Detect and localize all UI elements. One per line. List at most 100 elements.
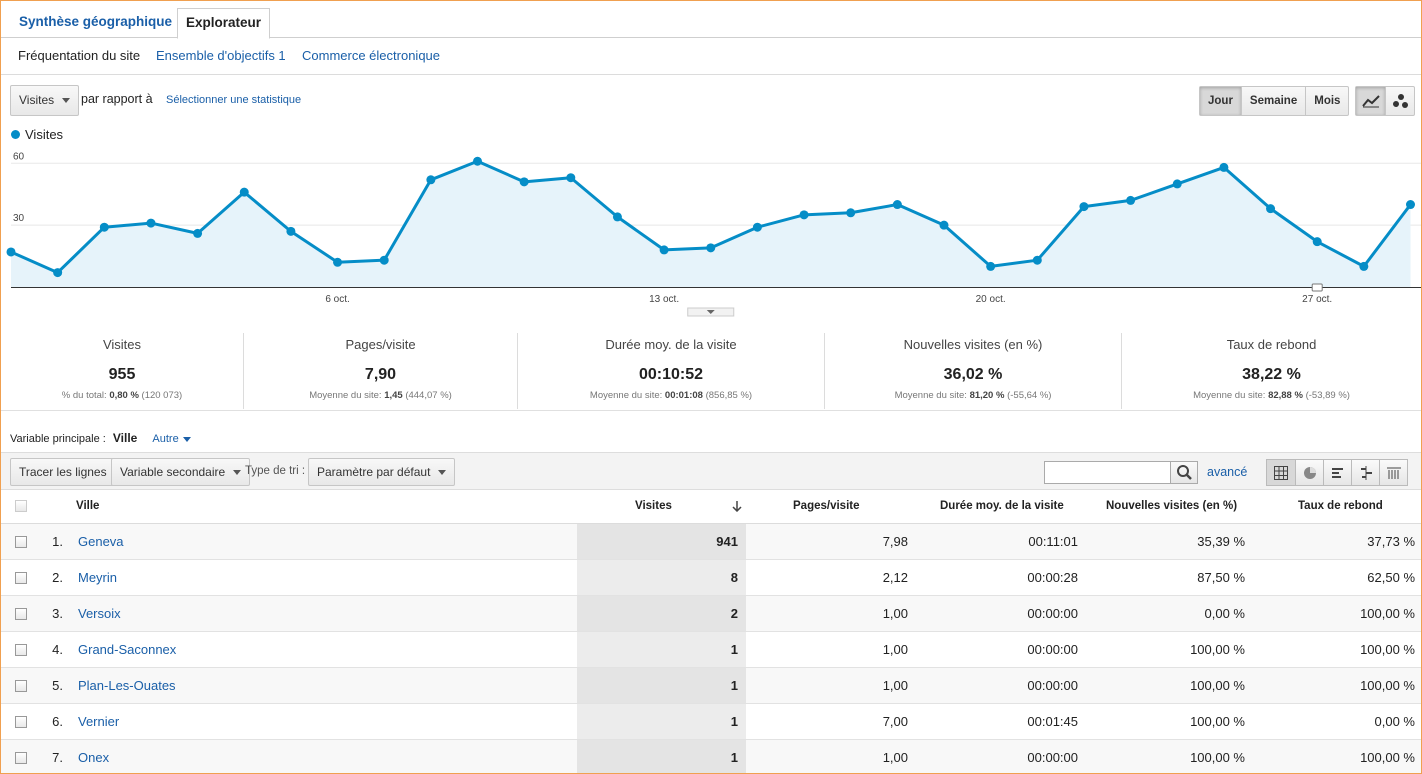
tab-geo-summary[interactable]: Synthèse géographique xyxy=(19,14,173,29)
subnav-ecommerce[interactable]: Commerce électronique xyxy=(302,48,441,63)
city-link[interactable]: Plan-Les-Ouates xyxy=(78,677,176,693)
data-point xyxy=(146,218,156,228)
scorecard-value: 7,90 xyxy=(364,366,397,383)
cell-visits: 1 xyxy=(577,631,746,668)
scorecard-subtext: % du total: 0,80 % (120 073) xyxy=(61,390,183,401)
search-icon xyxy=(1177,465,1192,480)
row-index: 5. xyxy=(41,667,69,704)
search-button[interactable] xyxy=(1171,461,1198,484)
period-day-button[interactable]: Jour xyxy=(1200,87,1241,115)
city-link[interactable]: Grand-Saconnex xyxy=(78,641,177,657)
checkbox-icon xyxy=(15,644,27,657)
data-point xyxy=(706,243,716,253)
sort-type-select[interactable]: Paramètre par défaut xyxy=(308,458,456,486)
col-header-new-visits[interactable]: Nouvelles visites (en %) xyxy=(1086,490,1253,524)
data-point xyxy=(566,173,576,183)
city-link[interactable]: Vernier xyxy=(78,713,120,729)
row-index: 2. xyxy=(41,559,69,596)
tab-explorer[interactable]: Explorateur xyxy=(177,8,271,39)
data-table-view-button[interactable] xyxy=(1267,460,1295,485)
motion-chart-button[interactable] xyxy=(1385,87,1414,115)
chart-type-selector xyxy=(1355,86,1415,116)
data-point xyxy=(473,156,482,166)
cell-visits: 1 xyxy=(577,667,746,704)
comparison-view-button[interactable] xyxy=(1351,460,1379,485)
cell-bounce-rate: 0,00 % xyxy=(1253,703,1421,740)
row-checkbox[interactable] xyxy=(1,559,41,596)
line-chart-button[interactable] xyxy=(1356,87,1385,115)
city-link[interactable]: Geneva xyxy=(78,533,124,549)
col-header-avg-duration[interactable]: Durée moy. de la visite xyxy=(916,490,1086,524)
y-tick-label: 30 xyxy=(13,213,25,224)
scorecard-subtext: Moyenne du site: 81,20 % (-55,64 %) xyxy=(894,390,1052,401)
table-search-input[interactable] xyxy=(1044,461,1171,484)
chevron-down-icon xyxy=(233,470,242,476)
subnav-site-usage[interactable]: Fréquentation du site xyxy=(18,48,141,63)
metric-select[interactable]: Visites xyxy=(10,85,80,116)
cell-avg-duration: 00:01:45 xyxy=(916,703,1086,740)
subnav-goal-set[interactable]: Ensemble d'objectifs 1 xyxy=(156,48,286,63)
row-index: 6. xyxy=(41,703,69,740)
cell-pages-per-visit: 7,98 xyxy=(746,523,916,560)
data-point xyxy=(1172,179,1182,189)
compare-label: par rapport à xyxy=(81,92,153,106)
scorecard-divider xyxy=(517,333,518,409)
city-link[interactable]: Versoix xyxy=(78,605,121,621)
period-week-button[interactable]: Semaine xyxy=(1240,87,1305,115)
cell-new-visits: 100,00 % xyxy=(1086,739,1253,773)
scorecard-value: 955 xyxy=(108,366,136,383)
col-header-pages-per-visit[interactable]: Pages/visite xyxy=(746,490,916,524)
data-point xyxy=(1219,162,1229,172)
data-table: Ville Visites Pages/visite Durée moy. de… xyxy=(1,490,1421,773)
table-row: 1. Geneva 941 7,98 00:11:01 35,39 % 37,73 % xyxy=(1,523,1421,560)
row-checkbox[interactable] xyxy=(1,703,41,740)
data-point xyxy=(612,212,622,222)
scorecard-value: 36,02 % xyxy=(943,366,1003,383)
data-point xyxy=(193,228,203,238)
x-tick-label: 6 oct. xyxy=(325,294,349,305)
advanced-filter-link[interactable]: avancé xyxy=(1207,465,1248,479)
chevron-down-icon xyxy=(438,470,447,476)
data-point xyxy=(6,247,16,257)
secondary-dimension-select[interactable]: Variable secondaire xyxy=(111,458,251,486)
data-point xyxy=(1032,255,1042,265)
data-point xyxy=(1406,200,1415,210)
row-checkbox[interactable] xyxy=(1,739,41,773)
scorecard-divider xyxy=(824,333,825,409)
scorecard: Visites 955 % du total: 0,80 % (120 073) xyxy=(1,333,243,409)
pivot-view-button[interactable] xyxy=(1379,460,1407,485)
cell-avg-duration: 00:00:00 xyxy=(916,595,1086,632)
row-checkbox[interactable] xyxy=(1,667,41,704)
city-link[interactable]: Meyrin xyxy=(78,569,118,585)
y-tick-label: 60 xyxy=(13,151,25,162)
select-stat-link[interactable]: Sélectionner une statistique xyxy=(166,94,302,106)
city-link[interactable]: Onex xyxy=(78,749,110,765)
col-header-bounce-rate[interactable]: Taux de rebond xyxy=(1253,490,1421,524)
plot-rows-button[interactable]: Tracer les lignes xyxy=(10,458,116,486)
pie-view-button[interactable] xyxy=(1295,460,1323,485)
row-checkbox[interactable] xyxy=(1,523,41,560)
bubble-chart-icon xyxy=(1393,94,1408,108)
row-checkbox[interactable] xyxy=(1,595,41,632)
period-month-button[interactable]: Mois xyxy=(1305,87,1348,115)
col-header-city[interactable]: Ville xyxy=(69,490,577,524)
other-dimension-link[interactable]: Autre xyxy=(152,433,191,445)
data-point xyxy=(1359,261,1369,271)
explorer-subnav: Fréquentation du site Ensemble d'objecti… xyxy=(1,38,1421,75)
cell-visits: 2 xyxy=(577,595,746,632)
row-checkbox[interactable] xyxy=(1,631,41,668)
annotation-marker-icon xyxy=(1311,283,1323,292)
performance-view-button[interactable] xyxy=(1323,460,1351,485)
cell-new-visits: 100,00 % xyxy=(1086,667,1253,704)
primary-variable-value: Ville xyxy=(112,431,138,445)
select-all-checkbox[interactable] xyxy=(1,490,41,524)
sort-type-label: Type de tri : xyxy=(245,465,306,477)
data-point xyxy=(939,220,949,230)
col-header-visits[interactable]: Visites xyxy=(577,490,746,524)
cell-pages-per-visit: 1,00 xyxy=(746,631,916,668)
visits-line-chart: 30 60 6 oct. 13 oct. 20 oct. 27 oct. xyxy=(6,151,1421,317)
table-view-selector xyxy=(1266,459,1408,486)
legend-label: Visites xyxy=(25,127,64,142)
table-row: 6. Vernier 1 7,00 00:01:45 100,00 % 0,00 % xyxy=(1,703,1421,740)
checkbox-icon xyxy=(15,716,27,729)
